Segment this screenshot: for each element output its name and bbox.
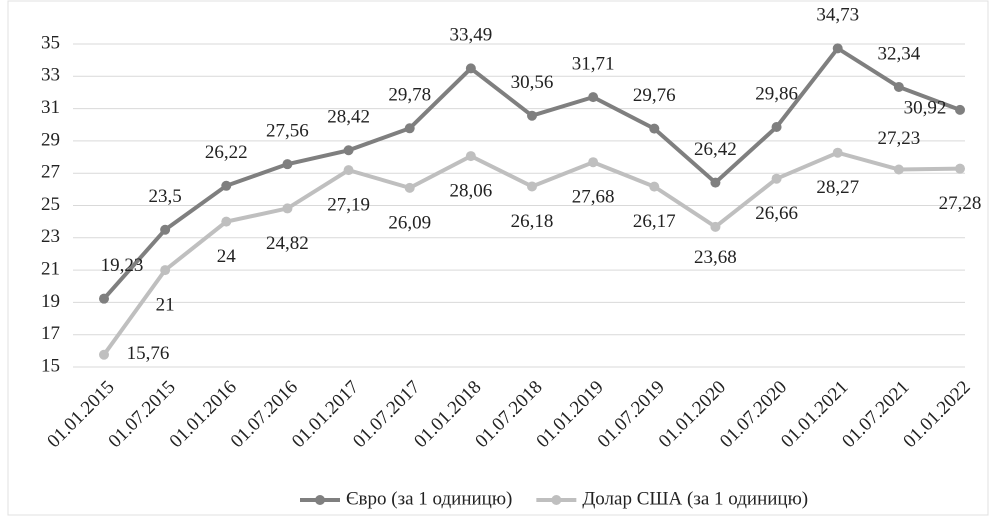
data-point	[221, 216, 232, 227]
data-point	[343, 145, 354, 156]
y-tick-label: 33	[41, 65, 60, 86]
data-label: 27,28	[939, 193, 982, 214]
data-label: 23,5	[149, 186, 182, 207]
y-tick-label: 19	[41, 291, 60, 312]
data-point	[404, 123, 415, 134]
data-label: 27,19	[327, 194, 370, 215]
data-point	[955, 163, 965, 174]
data-label: 33,49	[449, 25, 492, 46]
data-point	[527, 110, 537, 121]
data-point	[465, 151, 476, 162]
data-point	[832, 43, 843, 54]
data-point	[465, 63, 476, 74]
data-label: 26,09	[388, 212, 431, 233]
data-label: 24	[217, 246, 237, 267]
data-point	[282, 203, 293, 214]
data-point	[160, 265, 171, 276]
legend-label: Євро (за 1 одиницю)	[346, 488, 512, 509]
data-label: 31,71	[572, 53, 615, 74]
data-label: 26,18	[511, 211, 554, 232]
data-label: 26,42	[694, 139, 737, 160]
data-label: 32,34	[877, 43, 920, 64]
data-label: 29,86	[755, 83, 798, 104]
data-point	[832, 147, 843, 158]
legend-marker	[551, 495, 562, 505]
x-tick-label: 01.01.2022	[899, 377, 974, 452]
chart-border	[7, 0, 989, 516]
data-point	[649, 123, 660, 134]
data-label: 30,92	[904, 97, 947, 118]
data-label: 26,17	[633, 211, 676, 232]
y-tick-label: 35	[41, 32, 60, 53]
data-label: 26,66	[755, 203, 798, 224]
data-label: 23,68	[694, 247, 737, 268]
data-label: 26,22	[205, 142, 248, 163]
data-point	[221, 180, 232, 191]
data-point	[99, 293, 109, 304]
data-label: 27,68	[572, 187, 615, 208]
data-label: 29,78	[388, 85, 431, 106]
data-label: 30,56	[511, 72, 554, 93]
data-point	[955, 104, 965, 115]
data-label: 24,82	[266, 233, 309, 254]
data-point	[343, 165, 354, 176]
data-point	[404, 182, 415, 193]
y-tick-label: 23	[41, 226, 60, 247]
data-label: 28,27	[816, 177, 859, 198]
data-label: 27,23	[877, 128, 920, 149]
data-point	[771, 173, 782, 184]
data-point	[710, 177, 721, 188]
data-label: 29,76	[633, 85, 676, 106]
y-tick-label: 27	[41, 162, 60, 183]
data-point	[893, 164, 904, 175]
data-point	[771, 122, 782, 133]
legend-marker	[315, 495, 325, 505]
data-label: 34,73	[816, 5, 859, 26]
data-label: 27,56	[266, 121, 309, 142]
data-point	[282, 159, 293, 170]
data-point	[893, 81, 904, 92]
y-tick-label: 17	[41, 323, 60, 344]
data-label: 15,76	[127, 343, 170, 364]
data-point	[710, 221, 721, 232]
y-tick-label: 31	[41, 97, 60, 118]
data-point	[649, 181, 660, 192]
y-tick-label: 25	[41, 194, 60, 215]
y-tick-label: 21	[41, 258, 60, 279]
data-point	[588, 92, 599, 103]
data-label: 28,06	[449, 180, 492, 201]
y-tick-label: 15	[41, 355, 60, 376]
data-point	[588, 157, 599, 168]
data-point	[160, 224, 171, 235]
data-label: 28,42	[327, 107, 370, 128]
data-label: 19,23	[101, 255, 144, 276]
data-point	[527, 181, 537, 192]
legend-label: Долар США (за 1 одиницю)	[582, 488, 808, 509]
y-tick-label: 29	[41, 129, 60, 150]
data-label: 21	[156, 294, 175, 315]
data-point	[99, 349, 109, 360]
